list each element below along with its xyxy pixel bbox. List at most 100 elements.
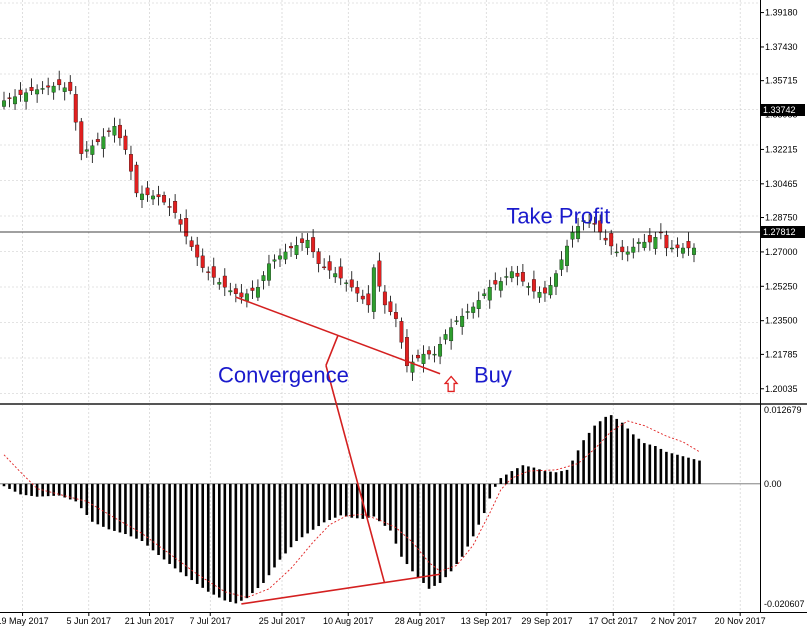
candle-bull — [421, 353, 426, 364]
macd-bar — [620, 422, 624, 484]
candle-bear — [29, 87, 34, 91]
candle-bull — [294, 245, 299, 255]
candle-bull — [631, 246, 636, 253]
candle-bear — [592, 223, 597, 225]
candle-bear — [322, 266, 327, 269]
macd-bar — [560, 471, 563, 484]
macd-bar — [135, 483, 138, 539]
macd-bar — [643, 443, 646, 484]
candle-bull — [278, 255, 282, 260]
macd-bar — [240, 483, 243, 601]
macd-bar — [571, 460, 574, 484]
candle-bear — [189, 240, 194, 247]
macd-bar — [698, 460, 701, 484]
price-tick-label: 1.32215 — [765, 144, 798, 154]
price-axis-ticks: 1.391801.374301.357151.339851.322151.304… — [760, 8, 798, 394]
time-axis-ticks: 19 May 2017 5 Jun 2017 21 Jun 2017 7 Jul 20… — [0, 612, 766, 626]
macd-bar — [565, 469, 569, 484]
macd-bar — [278, 483, 282, 560]
macd-bar — [598, 421, 602, 484]
price-tick-label: 1.37430 — [765, 42, 798, 52]
macd-bar — [444, 483, 447, 578]
candle-bear — [206, 271, 211, 273]
macd-bar — [383, 483, 387, 526]
time-tick-label: 17 Oct 2017 — [589, 616, 638, 626]
macd-bar — [52, 483, 55, 496]
candle-bull — [244, 293, 249, 302]
macd-bar — [604, 416, 607, 484]
candle-bull — [112, 126, 117, 136]
candle-bull — [509, 271, 514, 279]
candle-bull — [410, 361, 415, 373]
macd-tick-label: 0.00 — [764, 479, 782, 489]
macd-tick-label: 0.012679 — [764, 405, 802, 415]
candle-bull — [228, 290, 233, 293]
candle-bull — [272, 259, 277, 262]
candle-bull — [333, 273, 338, 278]
candle-bull — [432, 353, 437, 356]
candle-bear — [664, 234, 669, 249]
price-tick-label: 1.39180 — [765, 8, 798, 18]
macd-signal-line — [3, 420, 700, 598]
candle-bull — [548, 285, 553, 296]
macd-bar — [267, 483, 271, 576]
macd-bar — [85, 483, 89, 515]
macd-bar — [223, 483, 227, 601]
candle-bull — [614, 251, 619, 254]
candle-bear — [18, 89, 23, 95]
candle-bull — [305, 239, 310, 249]
candle-bear — [647, 235, 652, 243]
macd-bar — [543, 471, 547, 484]
macd-bar — [107, 483, 111, 530]
candle-bull — [476, 300, 481, 309]
candle-bull — [344, 282, 349, 284]
macd-bar — [416, 483, 420, 578]
candle-bear — [399, 321, 404, 343]
macd-bar — [549, 471, 552, 484]
macd-bar — [659, 448, 663, 484]
candle-bear — [106, 130, 111, 132]
candle-bear — [327, 261, 332, 271]
macd-bar — [217, 483, 221, 598]
candle-bear — [178, 219, 183, 225]
candle-bear — [73, 94, 78, 123]
macd-bar — [455, 483, 458, 565]
price-tick-label: 1.28750 — [765, 213, 798, 223]
convergence-line-macd — [241, 573, 441, 605]
macd-bar — [411, 483, 414, 572]
candle-bear — [300, 238, 305, 243]
candle-bear — [382, 291, 387, 306]
macd-bar — [427, 483, 431, 589]
candle-bear — [184, 218, 189, 237]
candle-bull — [449, 327, 454, 342]
candle-bull — [371, 267, 376, 312]
price-tick-label: 1.35715 — [765, 76, 798, 86]
candle-bear — [349, 279, 354, 288]
macd-bar — [389, 483, 392, 531]
macd-bar — [229, 483, 232, 602]
macd-bar — [118, 483, 122, 533]
macd-bar — [124, 483, 127, 535]
macd-bar — [151, 483, 155, 551]
candle-bull — [267, 263, 271, 281]
annotation-buy: Buy — [474, 363, 512, 388]
candle-bull — [625, 251, 630, 255]
candle-bull — [554, 273, 558, 287]
candle-bull — [35, 89, 40, 95]
price-tick-label: 1.30465 — [765, 179, 798, 189]
candle-bear — [68, 81, 73, 91]
candle-bull — [51, 85, 56, 93]
candle-bull — [465, 311, 470, 313]
macd-bar — [576, 450, 580, 484]
candle-bull — [261, 275, 266, 281]
macd-bar — [35, 483, 39, 497]
candle-bear — [162, 195, 167, 203]
candle-bull — [2, 100, 6, 107]
macd-bar — [300, 483, 304, 538]
macd-bar — [273, 483, 276, 568]
candle-bear — [355, 287, 360, 294]
macd-bar — [113, 483, 116, 531]
macd-bar — [367, 483, 370, 518]
candle-bear — [222, 275, 227, 288]
